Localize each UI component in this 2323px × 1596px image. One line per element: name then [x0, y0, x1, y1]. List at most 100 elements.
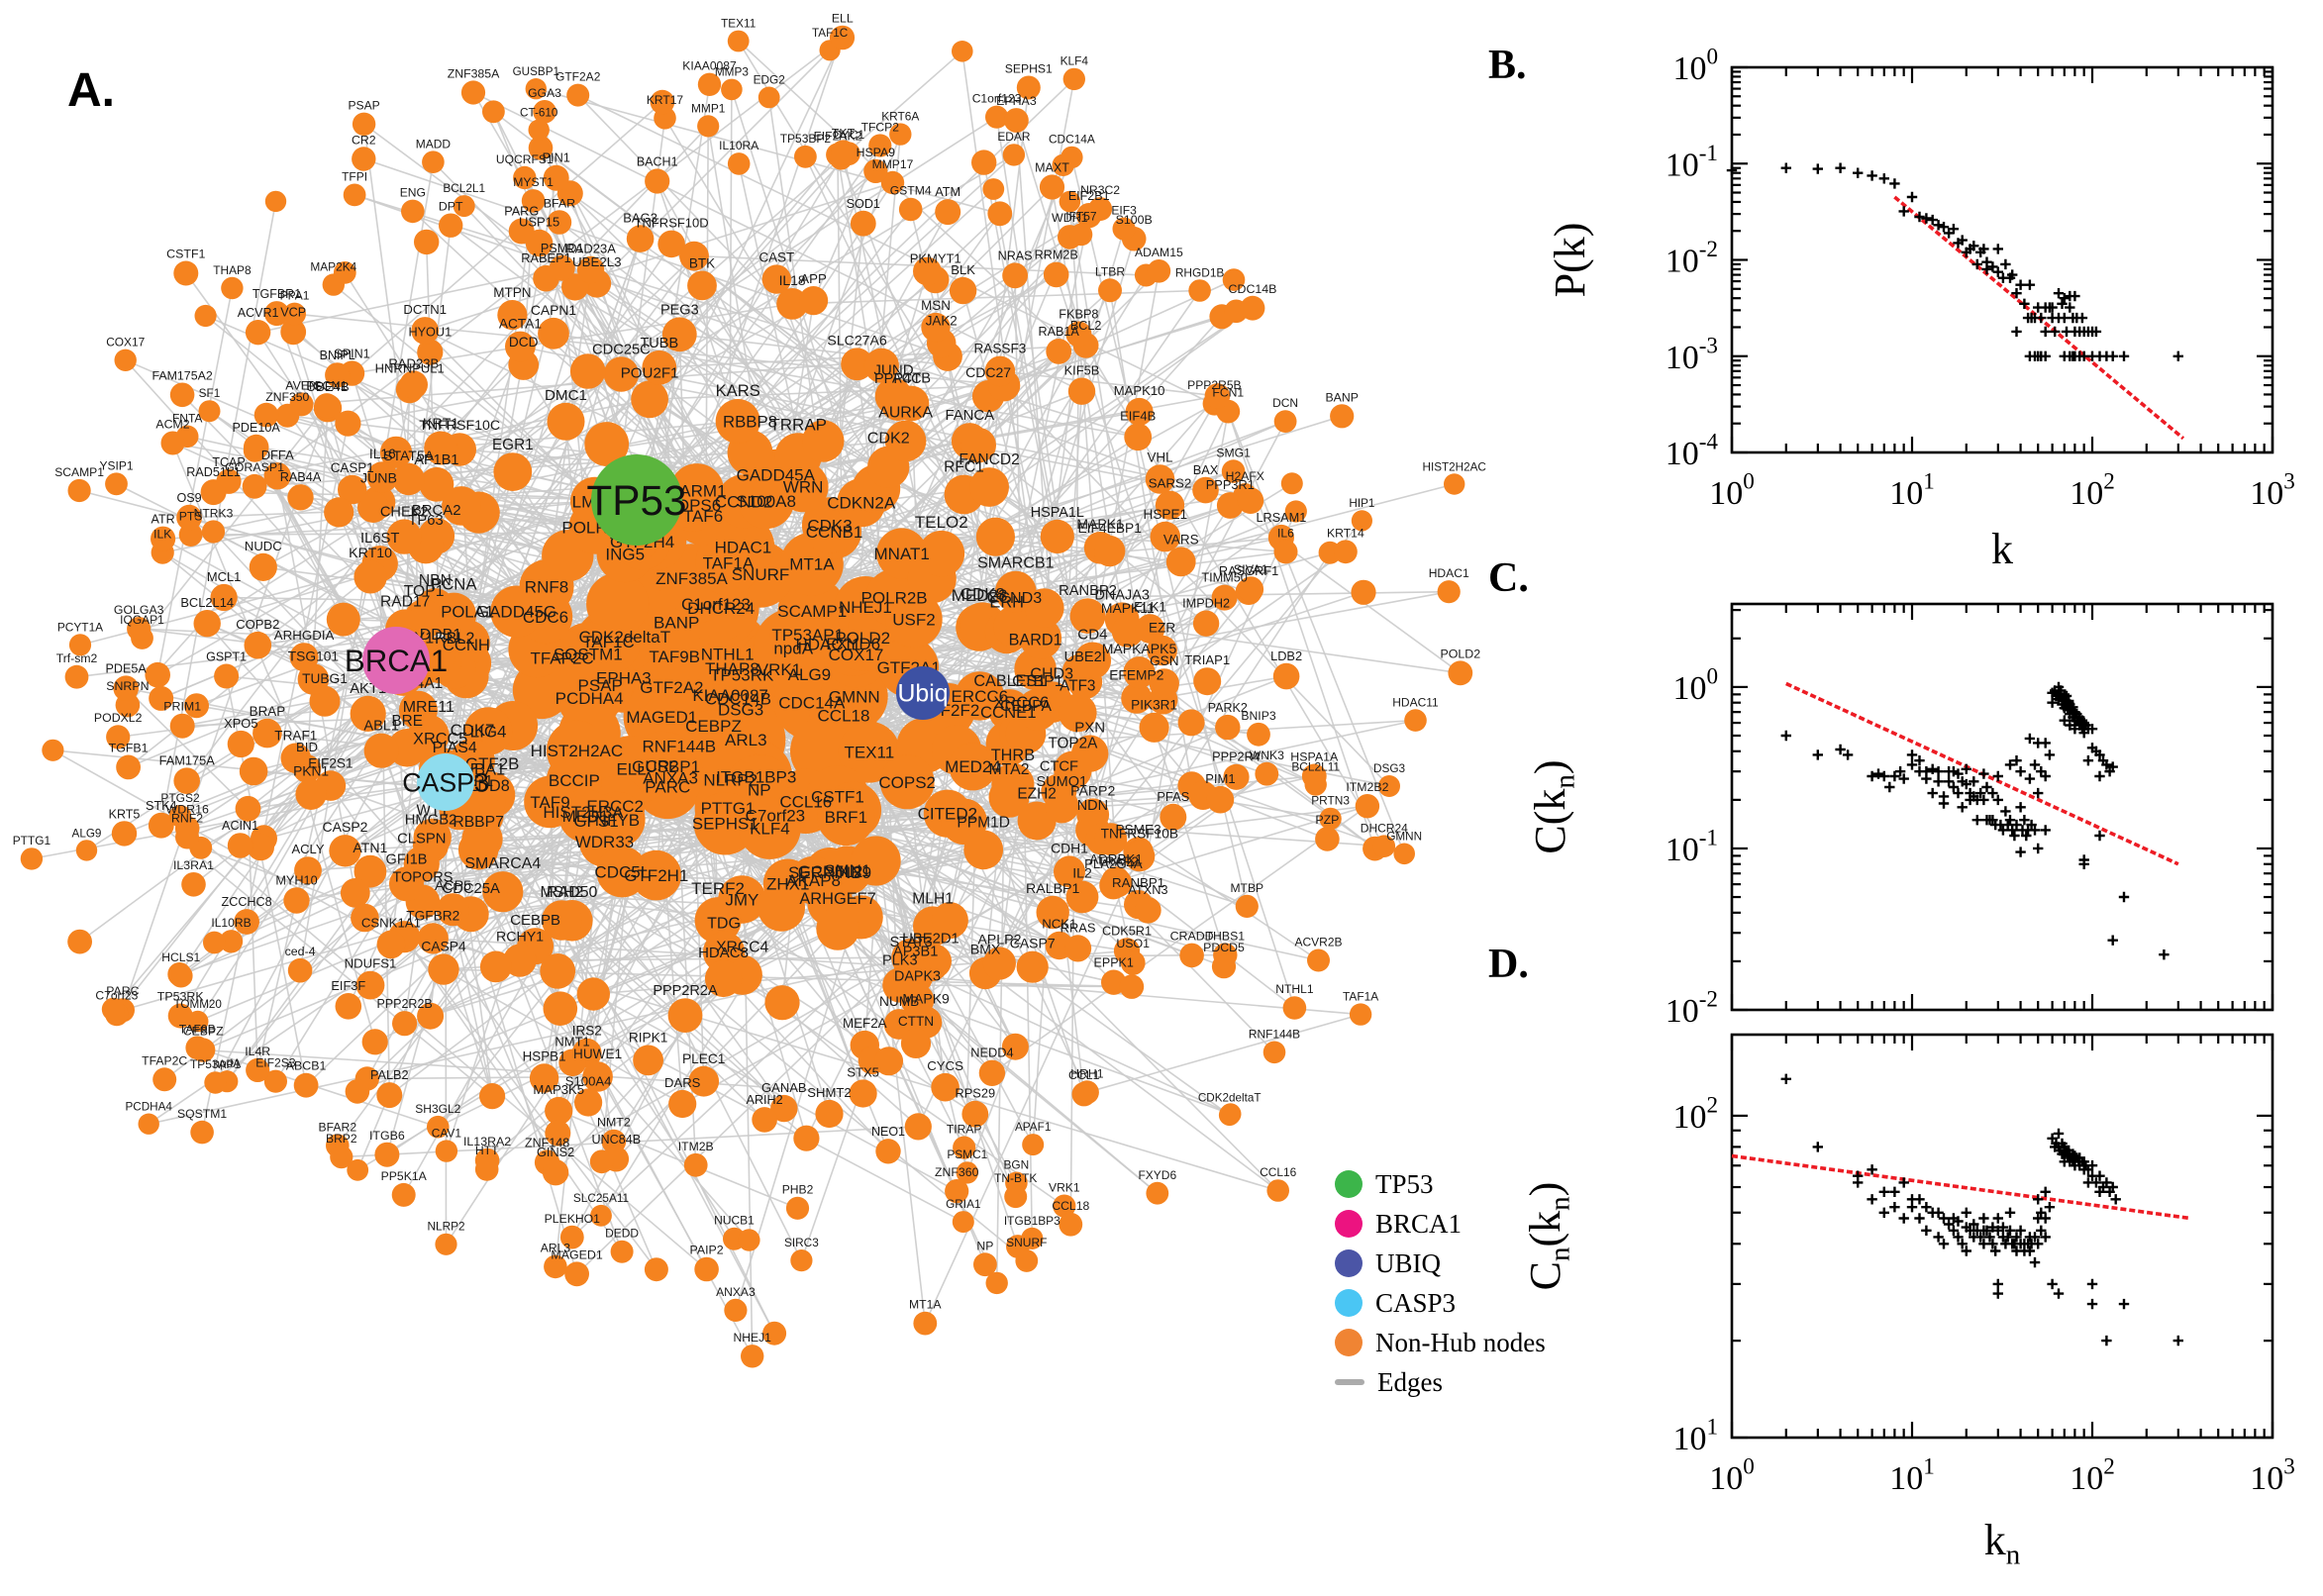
network-node[interactable] — [263, 1069, 287, 1093]
network-node[interactable] — [544, 1254, 567, 1279]
network-node[interactable] — [221, 276, 244, 300]
network-node[interactable] — [668, 1089, 697, 1119]
network-node[interactable] — [1147, 635, 1177, 666]
network-node[interactable] — [1022, 1134, 1045, 1156]
network-node[interactable] — [790, 1249, 813, 1272]
network-node[interactable] — [564, 1261, 589, 1287]
network-node[interactable] — [151, 526, 176, 551]
network-node[interactable] — [294, 856, 322, 884]
network-node[interactable] — [770, 1094, 798, 1123]
network-node[interactable] — [1074, 1080, 1099, 1105]
network-node[interactable] — [1284, 500, 1307, 523]
network-node[interactable] — [1016, 75, 1041, 100]
network-node[interactable] — [333, 261, 356, 284]
network-node[interactable] — [1065, 321, 1092, 348]
network-node[interactable] — [762, 1321, 787, 1346]
network-node[interactable] — [1155, 490, 1185, 520]
network-node[interactable] — [401, 199, 425, 224]
network-node[interactable] — [724, 1298, 748, 1322]
network-node[interactable] — [479, 950, 512, 983]
network-node[interactable] — [817, 787, 875, 847]
network-node[interactable] — [64, 664, 89, 689]
network-node[interactable] — [167, 1003, 193, 1029]
network-node[interactable] — [1036, 895, 1069, 930]
hub-TP53[interactable] — [591, 454, 682, 546]
network-node[interactable] — [863, 348, 899, 383]
network-node[interactable] — [1240, 295, 1265, 321]
network-node[interactable] — [984, 355, 1016, 387]
network-node[interactable] — [1215, 714, 1241, 741]
network-node[interactable] — [505, 331, 536, 362]
network-node[interactable] — [528, 136, 554, 160]
network-node[interactable] — [338, 474, 367, 505]
network-node[interactable] — [355, 970, 385, 1000]
network-node[interactable] — [1206, 785, 1235, 814]
network-node[interactable] — [1351, 510, 1372, 532]
network-node[interactable] — [1282, 996, 1307, 1020]
network-node[interactable] — [913, 1311, 938, 1336]
network-node[interactable] — [956, 1161, 978, 1184]
network-node[interactable] — [868, 134, 892, 157]
network-node[interactable] — [68, 634, 92, 656]
network-node[interactable] — [830, 25, 856, 50]
network-node[interactable] — [398, 690, 438, 730]
network-node[interactable] — [376, 930, 406, 959]
network-node[interactable] — [1123, 656, 1156, 689]
network-node[interactable] — [387, 729, 427, 767]
network-node[interactable] — [1064, 935, 1092, 962]
network-node[interactable] — [1046, 339, 1072, 364]
network-node[interactable] — [1019, 617, 1062, 659]
network-node[interactable] — [542, 900, 582, 941]
network-node[interactable] — [631, 380, 668, 419]
network-node[interactable] — [982, 178, 1005, 200]
network-node[interactable] — [243, 434, 269, 460]
network-node[interactable] — [1098, 278, 1122, 303]
network-node[interactable] — [799, 286, 829, 316]
network-node[interactable] — [633, 1045, 663, 1076]
network-node[interactable] — [1060, 146, 1083, 169]
network-node[interactable] — [252, 718, 282, 748]
network-node[interactable] — [794, 145, 817, 168]
network-node[interactable] — [148, 812, 174, 839]
network-node[interactable] — [596, 846, 649, 898]
network-node[interactable] — [1062, 67, 1086, 91]
network-node[interactable] — [513, 165, 537, 190]
network-node[interactable] — [249, 552, 277, 582]
network-node[interactable] — [493, 452, 533, 491]
network-node[interactable] — [1094, 535, 1126, 567]
network-node[interactable] — [589, 1149, 614, 1174]
network-node[interactable] — [399, 370, 428, 399]
network-node[interactable] — [235, 795, 261, 822]
network-node[interactable] — [1272, 662, 1300, 690]
network-node[interactable] — [376, 1082, 403, 1109]
network-node[interactable] — [1247, 722, 1270, 747]
network-node[interactable] — [540, 953, 576, 989]
network-node[interactable] — [111, 821, 138, 847]
network-node[interactable] — [1192, 610, 1220, 637]
network-node[interactable] — [374, 1142, 400, 1167]
network-node[interactable] — [280, 743, 312, 774]
network-node[interactable] — [325, 362, 351, 388]
network-node[interactable] — [1177, 709, 1205, 737]
network-node[interactable] — [918, 530, 965, 577]
network-node[interactable] — [549, 254, 575, 281]
network-node[interactable] — [169, 382, 195, 408]
network-node[interactable] — [561, 273, 589, 301]
network-node[interactable] — [610, 1240, 634, 1263]
network-node[interactable] — [391, 1182, 416, 1207]
network-node[interactable] — [741, 1345, 764, 1368]
network-node[interactable] — [219, 930, 244, 953]
network-node[interactable] — [1024, 588, 1064, 628]
network-node[interactable] — [952, 1211, 974, 1234]
network-node[interactable] — [1237, 487, 1264, 514]
network-node[interactable] — [525, 78, 547, 100]
network-node[interactable] — [149, 685, 174, 711]
network-node[interactable] — [114, 349, 137, 371]
network-node[interactable] — [884, 420, 927, 462]
network-node[interactable] — [340, 878, 370, 908]
network-node[interactable] — [414, 229, 440, 255]
network-node[interactable] — [935, 199, 961, 226]
network-node[interactable] — [1266, 1179, 1289, 1202]
network-node[interactable] — [841, 348, 873, 381]
network-node[interactable] — [1204, 383, 1231, 409]
